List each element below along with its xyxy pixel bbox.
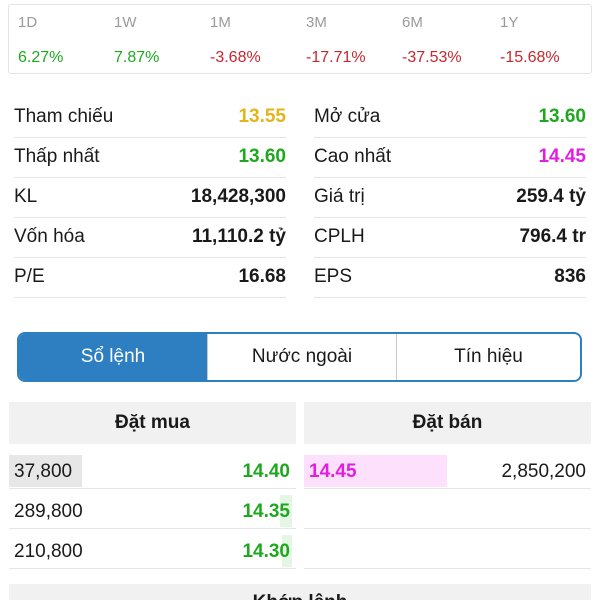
stat-value: 13.60 (538, 106, 586, 127)
ask-price: 14.45 (309, 461, 357, 482)
stat-row: Tham chiếu 13.55 Mở cửa 13.60 (14, 98, 586, 138)
performance-strip: 1D 6.27% 1W 7.87% 1M -3.68% 3M -17.71% 6… (8, 4, 592, 74)
period-change: 7.87% (114, 49, 160, 66)
stat-value: 259.4 tỷ (516, 186, 586, 207)
stat-row: P/E 16.68 EPS 836 (14, 258, 586, 298)
stat-market-cap: Vốn hóa 11,110.2 tỷ (14, 218, 286, 258)
stat-value: 14.45 (538, 146, 586, 167)
stat-label: Thấp nhất (14, 146, 100, 167)
bid-price: 14.35 (242, 501, 290, 522)
ask-row-empty (304, 489, 591, 529)
stat-shares: CPLH 796.4 tr (314, 218, 586, 258)
bid-volume: 289,800 (14, 501, 83, 522)
bid-price-bar (282, 535, 292, 567)
matched-orders-header: Khớp lệnh (9, 584, 591, 600)
stat-value: 13.60 (238, 146, 286, 167)
stat-value: 18,428,300 (190, 186, 286, 207)
stat-label: KL (14, 186, 38, 207)
stat-row: Vốn hóa 11,110.2 tỷ CPLH 796.4 tr (14, 218, 586, 258)
stat-low: Thấp nhất 13.60 (14, 138, 286, 178)
period-change: 6.27% (18, 49, 64, 66)
bid-row: 37,800 14.40 (9, 449, 296, 489)
stat-label: Vốn hóa (14, 226, 85, 247)
period-label: 6M (402, 14, 423, 31)
stat-label: Giá trị (314, 186, 365, 207)
stat-value: 836 (554, 266, 586, 287)
bid-price-bar (280, 495, 292, 527)
period-label: 1M (210, 14, 231, 31)
period-change: -3.68% (210, 49, 261, 66)
stat-label: CPLH (314, 226, 365, 247)
ask-price-bar (304, 455, 447, 487)
ask-volume: 2,850,200 (501, 461, 586, 482)
stat-label: Cao nhất (314, 146, 392, 167)
segmented-tabs: Sổ lệnh Nước ngoài Tín hiệu (17, 332, 582, 382)
stat-reference: Tham chiếu 13.55 (14, 98, 286, 138)
ask-row: 14.45 2,850,200 (304, 449, 591, 489)
period-change: -15.68% (500, 49, 560, 66)
bid-volume-bar (9, 455, 82, 487)
period-change: -17.71% (306, 49, 366, 66)
period-label: 1D (18, 14, 38, 31)
period-change: -37.53% (402, 49, 462, 66)
stat-value: 796.4 tr (519, 226, 586, 247)
stat-label: EPS (314, 266, 353, 287)
period-label: 1Y (500, 14, 519, 31)
stat-value: 16.68 (238, 266, 286, 287)
stat-pe: P/E 16.68 (14, 258, 286, 298)
stat-value: 11,110.2 tỷ (191, 226, 286, 247)
stat-turnover: Giá trị 259.4 tỷ (314, 178, 586, 218)
bid-header: Đặt mua (9, 402, 296, 444)
stat-label: P/E (14, 266, 45, 287)
stat-high: Cao nhất 14.45 (314, 138, 586, 178)
stat-label: Tham chiếu (14, 106, 114, 127)
period-label: 3M (306, 14, 327, 31)
bid-price: 14.30 (242, 541, 290, 562)
stat-eps: EPS 836 (314, 258, 586, 298)
bid-volume: 210,800 (14, 541, 83, 562)
bid-row: 210,800 14.30 (9, 529, 296, 569)
ask-row-empty (304, 529, 591, 569)
stat-row: KL 18,428,300 Giá trị 259.4 tỷ (14, 178, 586, 218)
bid-price: 14.40 (242, 461, 290, 482)
tab-order-book[interactable]: Sổ lệnh (19, 334, 207, 380)
bid-volume: 37,800 (14, 461, 73, 482)
tab-signals[interactable]: Tín hiệu (396, 334, 580, 380)
stat-row: Thấp nhất 13.60 Cao nhất 14.45 (14, 138, 586, 178)
ask-header: Đặt bán (304, 402, 591, 444)
stat-label: Mở cửa (314, 106, 381, 127)
stat-volume: KL 18,428,300 (14, 178, 286, 218)
period-label: 1W (114, 14, 137, 31)
tab-foreign[interactable]: Nước ngoài (207, 334, 396, 380)
stat-value: 13.55 (238, 106, 286, 127)
bid-row: 289,800 14.35 (9, 489, 296, 529)
stat-open: Mở cửa 13.60 (314, 98, 586, 138)
